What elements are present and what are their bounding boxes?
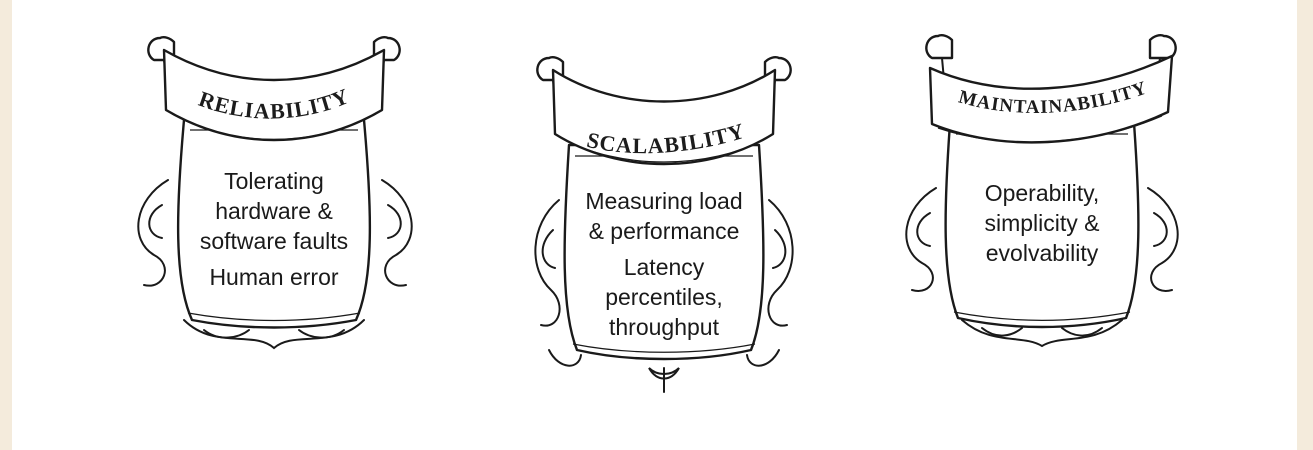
maintainability-body: Operability, simplicity & evolvability	[952, 178, 1132, 274]
body-line: throughput	[609, 314, 719, 340]
reliability-paragraph-2: Human error	[184, 262, 364, 292]
reliability-shield: RELIABILITY Tolerating hardware & softwa…	[124, 30, 424, 360]
body-line: Human error	[209, 264, 339, 290]
body-line: hardware &	[215, 198, 333, 224]
reliability-paragraph-1: Tolerating hardware & software faults	[184, 166, 364, 256]
reliability-body: Tolerating hardware & software faults Hu…	[184, 166, 364, 298]
body-line: & performance	[588, 218, 740, 244]
maintainability-paragraph-1: Operability, simplicity & evolvability	[952, 178, 1132, 268]
maintainability-frame-ornament: MAINTAINABILITY	[905, 34, 1179, 348]
reliability-frame-ornament: RELIABILITY	[137, 36, 413, 350]
body-line: Measuring load	[585, 188, 743, 214]
scalability-frame-ornament: SCALABILITY	[534, 56, 794, 393]
body-line: software faults	[199, 228, 349, 254]
body-line: Tolerating	[224, 168, 324, 194]
diagram-canvas: RELIABILITY Tolerating hardware & softwa…	[12, 0, 1297, 450]
scalability-paragraph-1: Measuring load & performance	[574, 186, 754, 246]
body-line: percentiles,	[605, 284, 723, 310]
scalability-paragraph-2: Latency percentiles, throughput	[574, 252, 754, 342]
body-line: Latency	[623, 254, 705, 280]
body-line: simplicity &	[984, 210, 1100, 236]
scalability-body: Measuring load & performance Latency per…	[574, 186, 754, 348]
scalability-shield: SCALABILITY Measuring load & performance…	[519, 50, 809, 400]
body-line: Operability,	[984, 180, 1100, 206]
body-line: evolvability	[985, 240, 1099, 266]
maintainability-shield: MAINTAINABILITY Operability, simplicity …	[892, 28, 1192, 358]
